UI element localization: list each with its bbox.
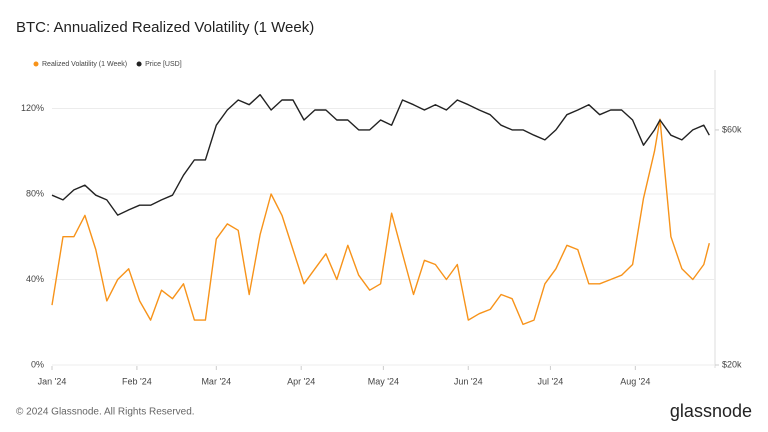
y2-tick-label: $60k	[722, 124, 742, 134]
y-tick-label: 120%	[21, 103, 44, 113]
y-tick-label: 0%	[31, 359, 44, 369]
x-tick-label: Jun '24	[454, 376, 483, 386]
y2-tick-label: $20k	[722, 359, 742, 369]
brand-logo: glassnode	[670, 401, 752, 421]
x-tick-label: Jan '24	[38, 376, 67, 386]
footer: © 2024 Glassnode. All Rights Reserved.	[16, 407, 195, 418]
x-tick-label: Apr '24	[287, 376, 315, 386]
x-tick-label: Aug '24	[620, 376, 650, 386]
legend-label: Price [USD]	[145, 61, 182, 68]
chart-title: BTC: Annualized Realized Volatility (1 W…	[16, 19, 314, 36]
series-line	[51, 94, 710, 216]
x-tick-label: May '24	[368, 376, 399, 386]
legend-marker	[136, 61, 142, 67]
series-line	[51, 118, 710, 326]
y-tick-label: 40%	[26, 274, 44, 284]
legend-label: Realized Volatility (1 Week)	[42, 61, 127, 68]
x-tick-label: Jul '24	[538, 376, 564, 386]
x-tick-label: Mar '24	[201, 376, 231, 386]
x-tick-label: Feb '24	[122, 376, 152, 386]
legend-marker	[33, 61, 39, 67]
y-tick-label: 80%	[26, 188, 44, 198]
